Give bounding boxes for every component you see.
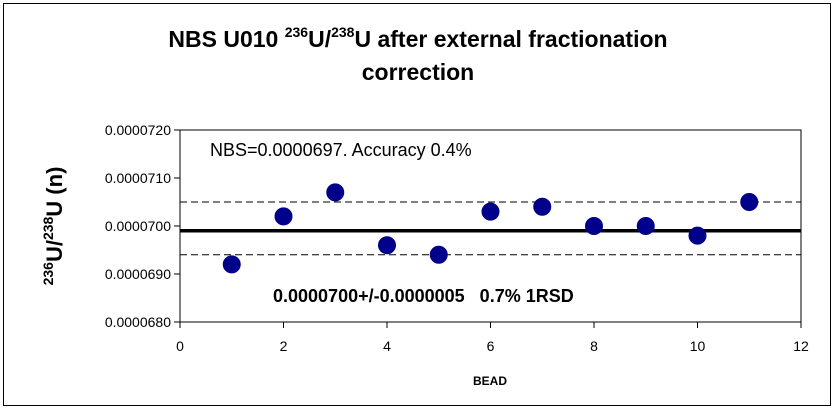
data-point (740, 193, 759, 211)
y-tick-label: 0.0000700 (105, 218, 171, 234)
data-point (429, 245, 448, 264)
data-points (222, 183, 759, 274)
data-point (481, 202, 500, 221)
x-tick-label: 6 (487, 338, 495, 354)
axes: 0.0000680 0.0000690 0.0000700 0.0000710 0.00… (105, 122, 809, 354)
data-point (688, 226, 707, 245)
annotation-nbs-accuracy: NBS=0.0000697. Accuracy 0.4% (210, 140, 472, 160)
annotation-mean-rsd: 0.0000700+/-0.0000005 0.7% 1RSD (273, 286, 574, 306)
x-tick-label: 10 (690, 338, 706, 354)
data-point (274, 207, 293, 226)
y-tick-label: 0.0000720 (105, 122, 171, 138)
x-tick-label: 2 (280, 338, 288, 354)
x-tick-label: 8 (590, 338, 598, 354)
x-tick-label: 0 (176, 338, 184, 354)
y-tick-label: 0.0000690 (105, 266, 171, 282)
x-tick-label: 4 (383, 338, 391, 354)
data-point (533, 197, 552, 216)
y-tick-label: 0.0000710 (105, 170, 171, 186)
data-point (378, 236, 396, 255)
y-axis-label: 236U/238U (n) (40, 167, 67, 286)
data-point (326, 183, 345, 202)
x-tick-label: 12 (793, 338, 809, 354)
chart-title-line1: NBS U010 236U/238U after external fracti… (168, 24, 667, 52)
chart-title-line2: correction (362, 59, 474, 85)
data-point (636, 217, 655, 235)
data-point (222, 255, 241, 274)
data-point (585, 217, 603, 235)
y-tick-label: 0.0000680 (105, 314, 171, 330)
x-axis-label: BEAD (473, 374, 507, 388)
chart-frame (3, 3, 831, 406)
